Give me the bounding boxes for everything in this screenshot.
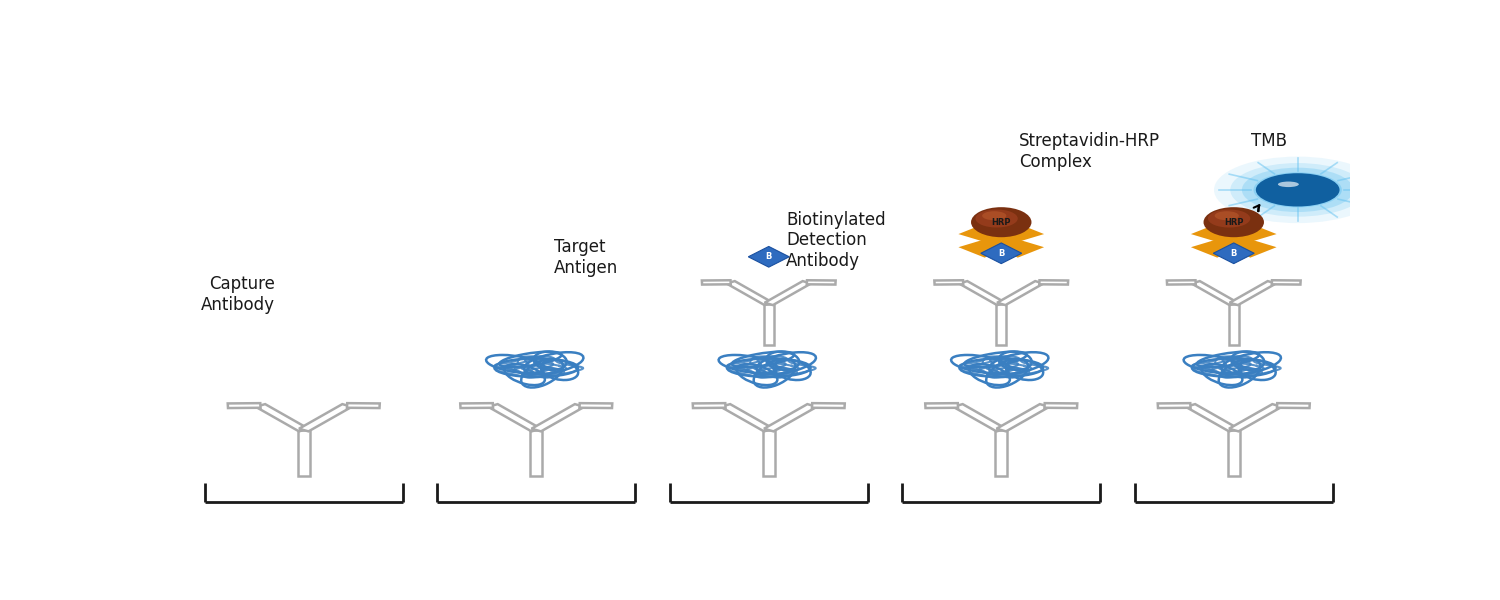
Text: HRP: HRP <box>1224 218 1244 227</box>
Circle shape <box>1214 157 1382 223</box>
Polygon shape <box>228 403 261 408</box>
Polygon shape <box>346 403 380 408</box>
Text: TMB: TMB <box>1251 132 1287 150</box>
Bar <box>298 430 309 476</box>
Polygon shape <box>958 224 1011 244</box>
Polygon shape <box>807 280 836 284</box>
Polygon shape <box>998 281 1044 305</box>
Polygon shape <box>1191 281 1237 305</box>
Circle shape <box>1242 167 1353 212</box>
Bar <box>1228 304 1239 344</box>
Text: HRP: HRP <box>992 218 1011 227</box>
Text: B: B <box>998 249 1005 258</box>
Bar <box>764 304 774 344</box>
Circle shape <box>1230 163 1365 217</box>
Bar <box>996 304 1006 344</box>
Text: Target
Antigen: Target Antigen <box>554 238 618 277</box>
Polygon shape <box>926 403 958 408</box>
Ellipse shape <box>1203 207 1264 237</box>
Polygon shape <box>255 404 309 431</box>
Ellipse shape <box>1215 211 1239 220</box>
Circle shape <box>1254 172 1342 208</box>
Polygon shape <box>531 404 585 431</box>
Polygon shape <box>1214 243 1254 263</box>
Polygon shape <box>812 403 844 408</box>
Polygon shape <box>958 237 1011 257</box>
Circle shape <box>1256 173 1340 206</box>
Polygon shape <box>1272 280 1300 284</box>
Polygon shape <box>952 404 1006 431</box>
Bar <box>1228 430 1239 476</box>
Polygon shape <box>1040 280 1068 284</box>
Text: Streptavidin-HRP
Complex: Streptavidin-HRP Complex <box>1019 132 1160 171</box>
Polygon shape <box>1276 403 1310 408</box>
Polygon shape <box>1230 281 1276 305</box>
Polygon shape <box>992 237 1044 257</box>
Polygon shape <box>981 243 1022 263</box>
Text: Capture
Antibody: Capture Antibody <box>201 275 274 314</box>
Ellipse shape <box>1208 209 1251 227</box>
Text: B: B <box>765 252 772 262</box>
Text: B: B <box>1230 249 1238 258</box>
Polygon shape <box>460 403 494 408</box>
Polygon shape <box>1224 224 1276 244</box>
Ellipse shape <box>1278 182 1299 187</box>
Polygon shape <box>720 404 774 431</box>
Polygon shape <box>996 404 1050 431</box>
Bar <box>764 430 774 476</box>
Polygon shape <box>764 404 818 431</box>
Ellipse shape <box>970 207 1032 237</box>
Polygon shape <box>1044 403 1077 408</box>
Bar <box>996 430 1006 476</box>
Polygon shape <box>1185 404 1239 431</box>
Polygon shape <box>765 281 812 305</box>
Polygon shape <box>1191 224 1243 244</box>
Polygon shape <box>726 281 772 305</box>
Polygon shape <box>992 224 1044 244</box>
Polygon shape <box>488 404 542 431</box>
Polygon shape <box>1228 404 1282 431</box>
Polygon shape <box>702 280 730 284</box>
Ellipse shape <box>982 211 1006 220</box>
Polygon shape <box>1167 280 1196 284</box>
Polygon shape <box>298 404 352 431</box>
Polygon shape <box>693 403 726 408</box>
Bar <box>531 430 542 476</box>
Polygon shape <box>958 281 1005 305</box>
Polygon shape <box>748 247 789 267</box>
Polygon shape <box>1224 237 1276 257</box>
Text: Biotinylated
Detection
Antibody: Biotinylated Detection Antibody <box>786 211 886 270</box>
Polygon shape <box>934 280 963 284</box>
Polygon shape <box>579 403 612 408</box>
Polygon shape <box>1191 237 1243 257</box>
Ellipse shape <box>975 209 1018 227</box>
Polygon shape <box>1158 403 1191 408</box>
